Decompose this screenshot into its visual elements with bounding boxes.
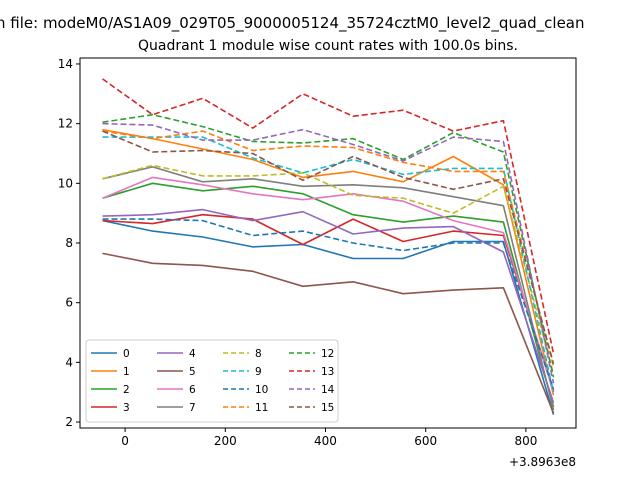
y-tick-label: 10 <box>58 176 73 190</box>
x-tick-label: 600 <box>414 434 437 448</box>
y-tick-label: 14 <box>58 57 73 71</box>
series-line-6 <box>102 176 555 393</box>
series-line-10 <box>102 218 555 390</box>
legend-frame <box>85 339 339 423</box>
y-tick-label: 4 <box>65 355 73 369</box>
series-line-11 <box>102 130 555 367</box>
y-tick-label: 2 <box>65 415 73 429</box>
legend-label-6: 6 <box>189 384 196 396</box>
series-line-7 <box>102 166 555 411</box>
legend-label-5: 5 <box>189 366 196 378</box>
legend-label-1: 1 <box>123 366 130 378</box>
legend-label-7: 7 <box>189 402 196 414</box>
series-line-14 <box>102 122 555 384</box>
legend-label-12: 12 <box>321 348 334 360</box>
legend-label-11: 11 <box>255 402 268 414</box>
legend-label-8: 8 <box>255 348 262 360</box>
legend-label-10: 10 <box>255 384 268 396</box>
series-line-12 <box>102 113 555 378</box>
series-line-9 <box>102 136 555 393</box>
x-tick-label: 400 <box>314 434 337 448</box>
legend-label-3: 3 <box>123 402 130 414</box>
series-line-0 <box>102 219 555 415</box>
series-line-13 <box>102 78 555 354</box>
series-line-15 <box>102 130 555 365</box>
series-line-4 <box>102 208 555 403</box>
chart-title: Quadrant 1 module wise count rates with … <box>138 38 518 54</box>
legend-label-2: 2 <box>123 384 130 396</box>
series-line-2 <box>102 182 555 408</box>
x-offset-label: +3.8963e8 <box>509 455 576 469</box>
x-tick-label: 0 <box>121 434 129 448</box>
legend-label-14: 14 <box>321 384 335 396</box>
legend-label-9: 9 <box>255 366 262 378</box>
series-lines <box>102 78 555 415</box>
y-tick-label: 12 <box>58 117 73 131</box>
legend-label-0: 0 <box>123 348 130 360</box>
x-tick-label: 800 <box>514 434 537 448</box>
series-line-5 <box>102 252 555 414</box>
legend-label-13: 13 <box>321 366 334 378</box>
y-tick-label: 6 <box>65 296 73 310</box>
series-line-8 <box>102 164 555 375</box>
figure-suptitle: n file: modeM0/AS1A09_029T05_9000005124_… <box>0 14 585 33</box>
legend-label-15: 15 <box>321 402 334 414</box>
x-tick-label: 200 <box>214 434 237 448</box>
y-tick-label: 8 <box>65 236 73 250</box>
legend-label-4: 4 <box>189 348 196 360</box>
